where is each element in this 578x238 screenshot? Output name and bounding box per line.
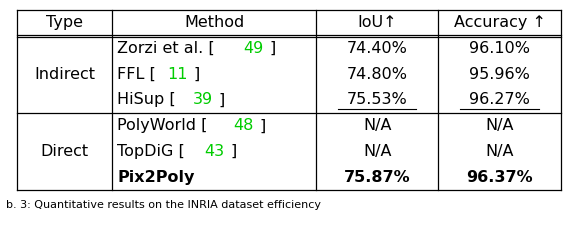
Text: HiSup [: HiSup [ [117,92,176,108]
Text: Indirect: Indirect [34,67,95,82]
Text: ]: ] [260,118,266,133]
Text: Type: Type [46,15,83,30]
Text: Zorzi et al. [: Zorzi et al. [ [117,41,214,56]
Text: b. 3: Quantitative results on the INRIA dataset efficiency: b. 3: Quantitative results on the INRIA … [6,200,321,210]
Text: N/A: N/A [363,118,391,133]
Text: 49: 49 [243,41,263,56]
Text: 39: 39 [192,92,213,108]
Text: 11: 11 [167,67,187,82]
Text: Pix2Poly: Pix2Poly [117,170,194,185]
Text: 95.96%: 95.96% [469,67,530,82]
Text: PolyWorld [: PolyWorld [ [117,118,208,133]
Text: 96.27%: 96.27% [469,92,530,108]
Text: 96.10%: 96.10% [469,41,530,56]
Text: Direct: Direct [41,144,89,159]
Text: ]: ] [194,67,200,82]
Text: N/A: N/A [486,144,514,159]
Text: FFL [: FFL [ [117,67,156,82]
Text: IoU↑: IoU↑ [358,15,397,30]
Text: 96.37%: 96.37% [466,170,533,185]
Text: 74.80%: 74.80% [347,67,408,82]
Text: 43: 43 [205,144,225,159]
Text: ]: ] [218,92,225,108]
Text: N/A: N/A [363,144,391,159]
Text: ]: ] [231,144,236,159]
Text: 74.40%: 74.40% [347,41,407,56]
Text: N/A: N/A [486,118,514,133]
Text: Method: Method [184,15,244,30]
Text: 48: 48 [234,118,254,133]
Text: Accuracy ↑: Accuracy ↑ [454,15,546,30]
Text: ]: ] [269,41,275,56]
Text: TopDiG [: TopDiG [ [117,144,185,159]
Text: 75.87%: 75.87% [344,170,410,185]
Text: 75.53%: 75.53% [347,92,407,108]
